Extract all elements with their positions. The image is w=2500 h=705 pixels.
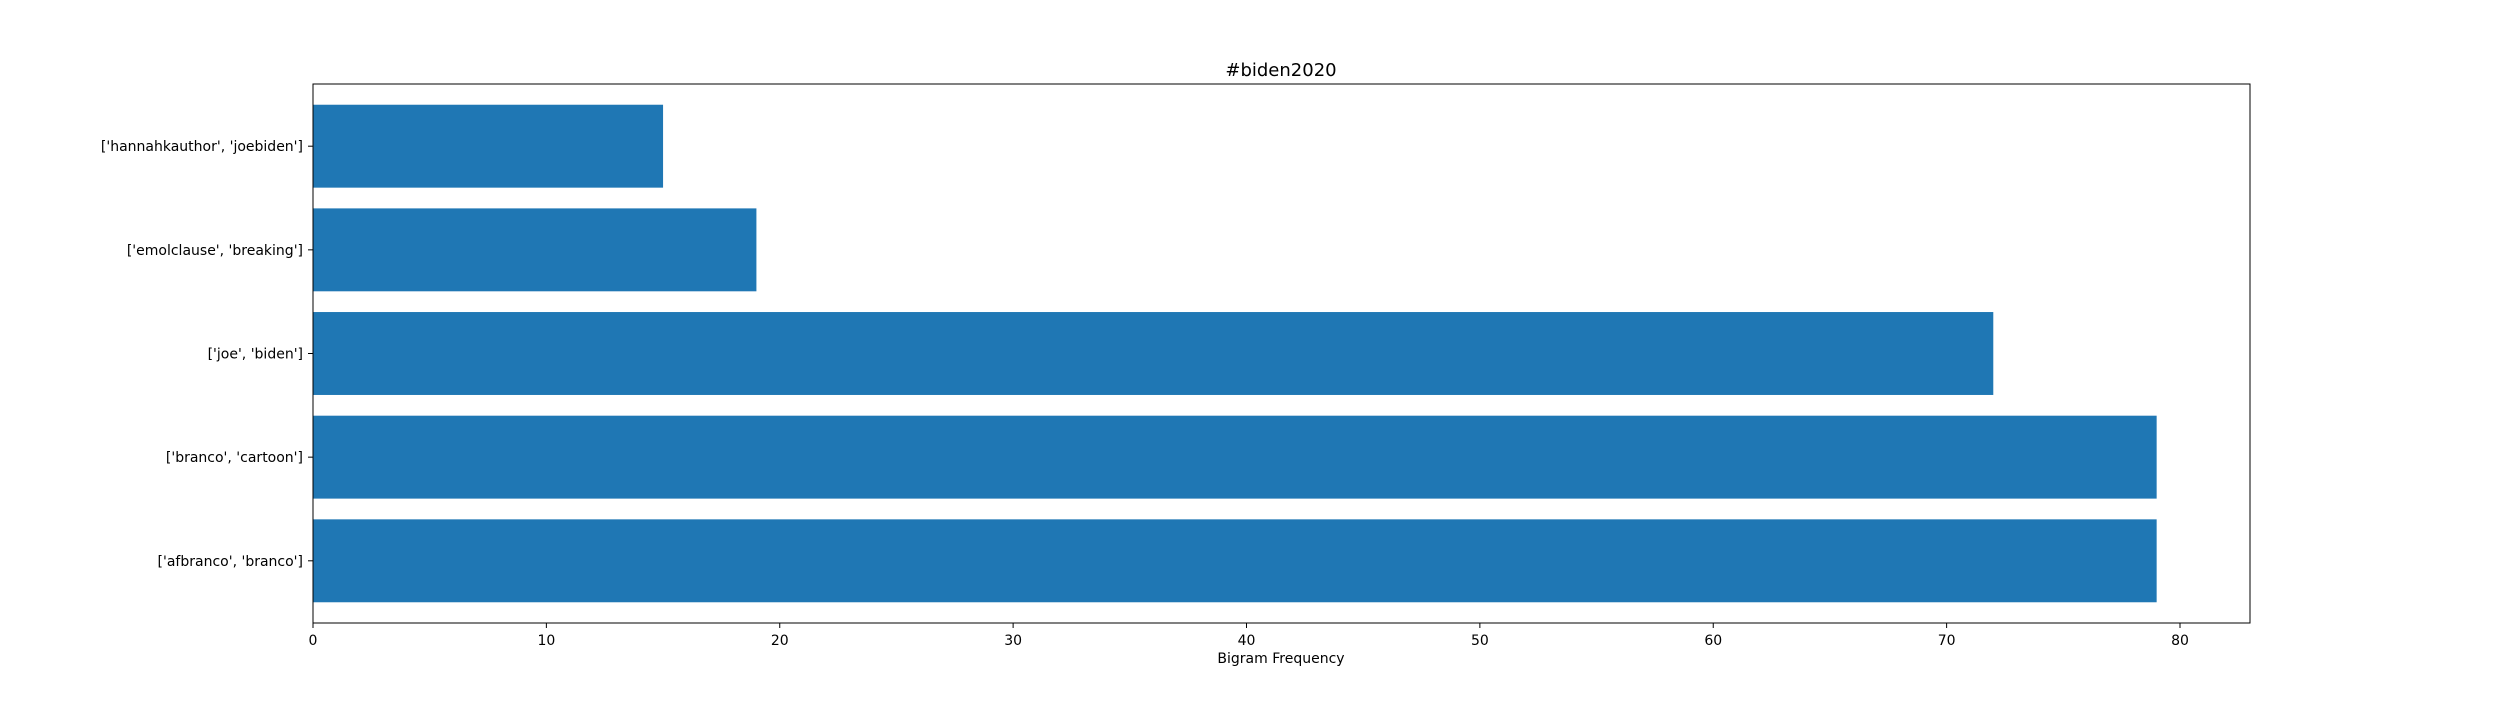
bar-1 <box>313 415 2157 499</box>
x-tick-label: 20 <box>771 633 789 649</box>
chart-title: #biden2020 <box>1225 60 1336 81</box>
plot-frame <box>312 83 2251 624</box>
y-axis-ticks: ['afbranco', 'branco'] ['branco', 'cartoo… <box>101 139 313 570</box>
x-tick-label: 70 <box>1938 633 1956 649</box>
x-tick-label: 30 <box>1004 633 1022 649</box>
x-tick-label: 80 <box>2171 633 2189 649</box>
y-tick-label: ['afbranco', 'branco'] <box>158 554 303 570</box>
bar-4 <box>313 104 664 188</box>
x-axis-label: Bigram Frequency <box>1217 651 1344 667</box>
x-tick-label: 0 <box>309 633 318 649</box>
x-axis-ticks: 0 10 20 30 40 50 60 70 80 <box>309 623 2189 649</box>
y-tick-label: ['branco', 'cartoon'] <box>166 450 303 466</box>
x-tick-label: 40 <box>1238 633 1256 649</box>
x-tick-label: 50 <box>1471 633 1489 649</box>
x-tick-label: 60 <box>1704 633 1722 649</box>
bar-0 <box>313 519 2157 603</box>
y-tick-label: ['hannahkauthor', 'joebiden'] <box>101 139 303 155</box>
bar-3 <box>313 208 757 292</box>
y-tick-label: ['emolclause', 'breaking'] <box>127 243 303 259</box>
y-tick-label: ['joe', 'biden'] <box>208 347 303 363</box>
bars-group <box>313 104 2157 603</box>
bar-2 <box>313 312 1994 395</box>
x-tick-label: 10 <box>537 633 555 649</box>
